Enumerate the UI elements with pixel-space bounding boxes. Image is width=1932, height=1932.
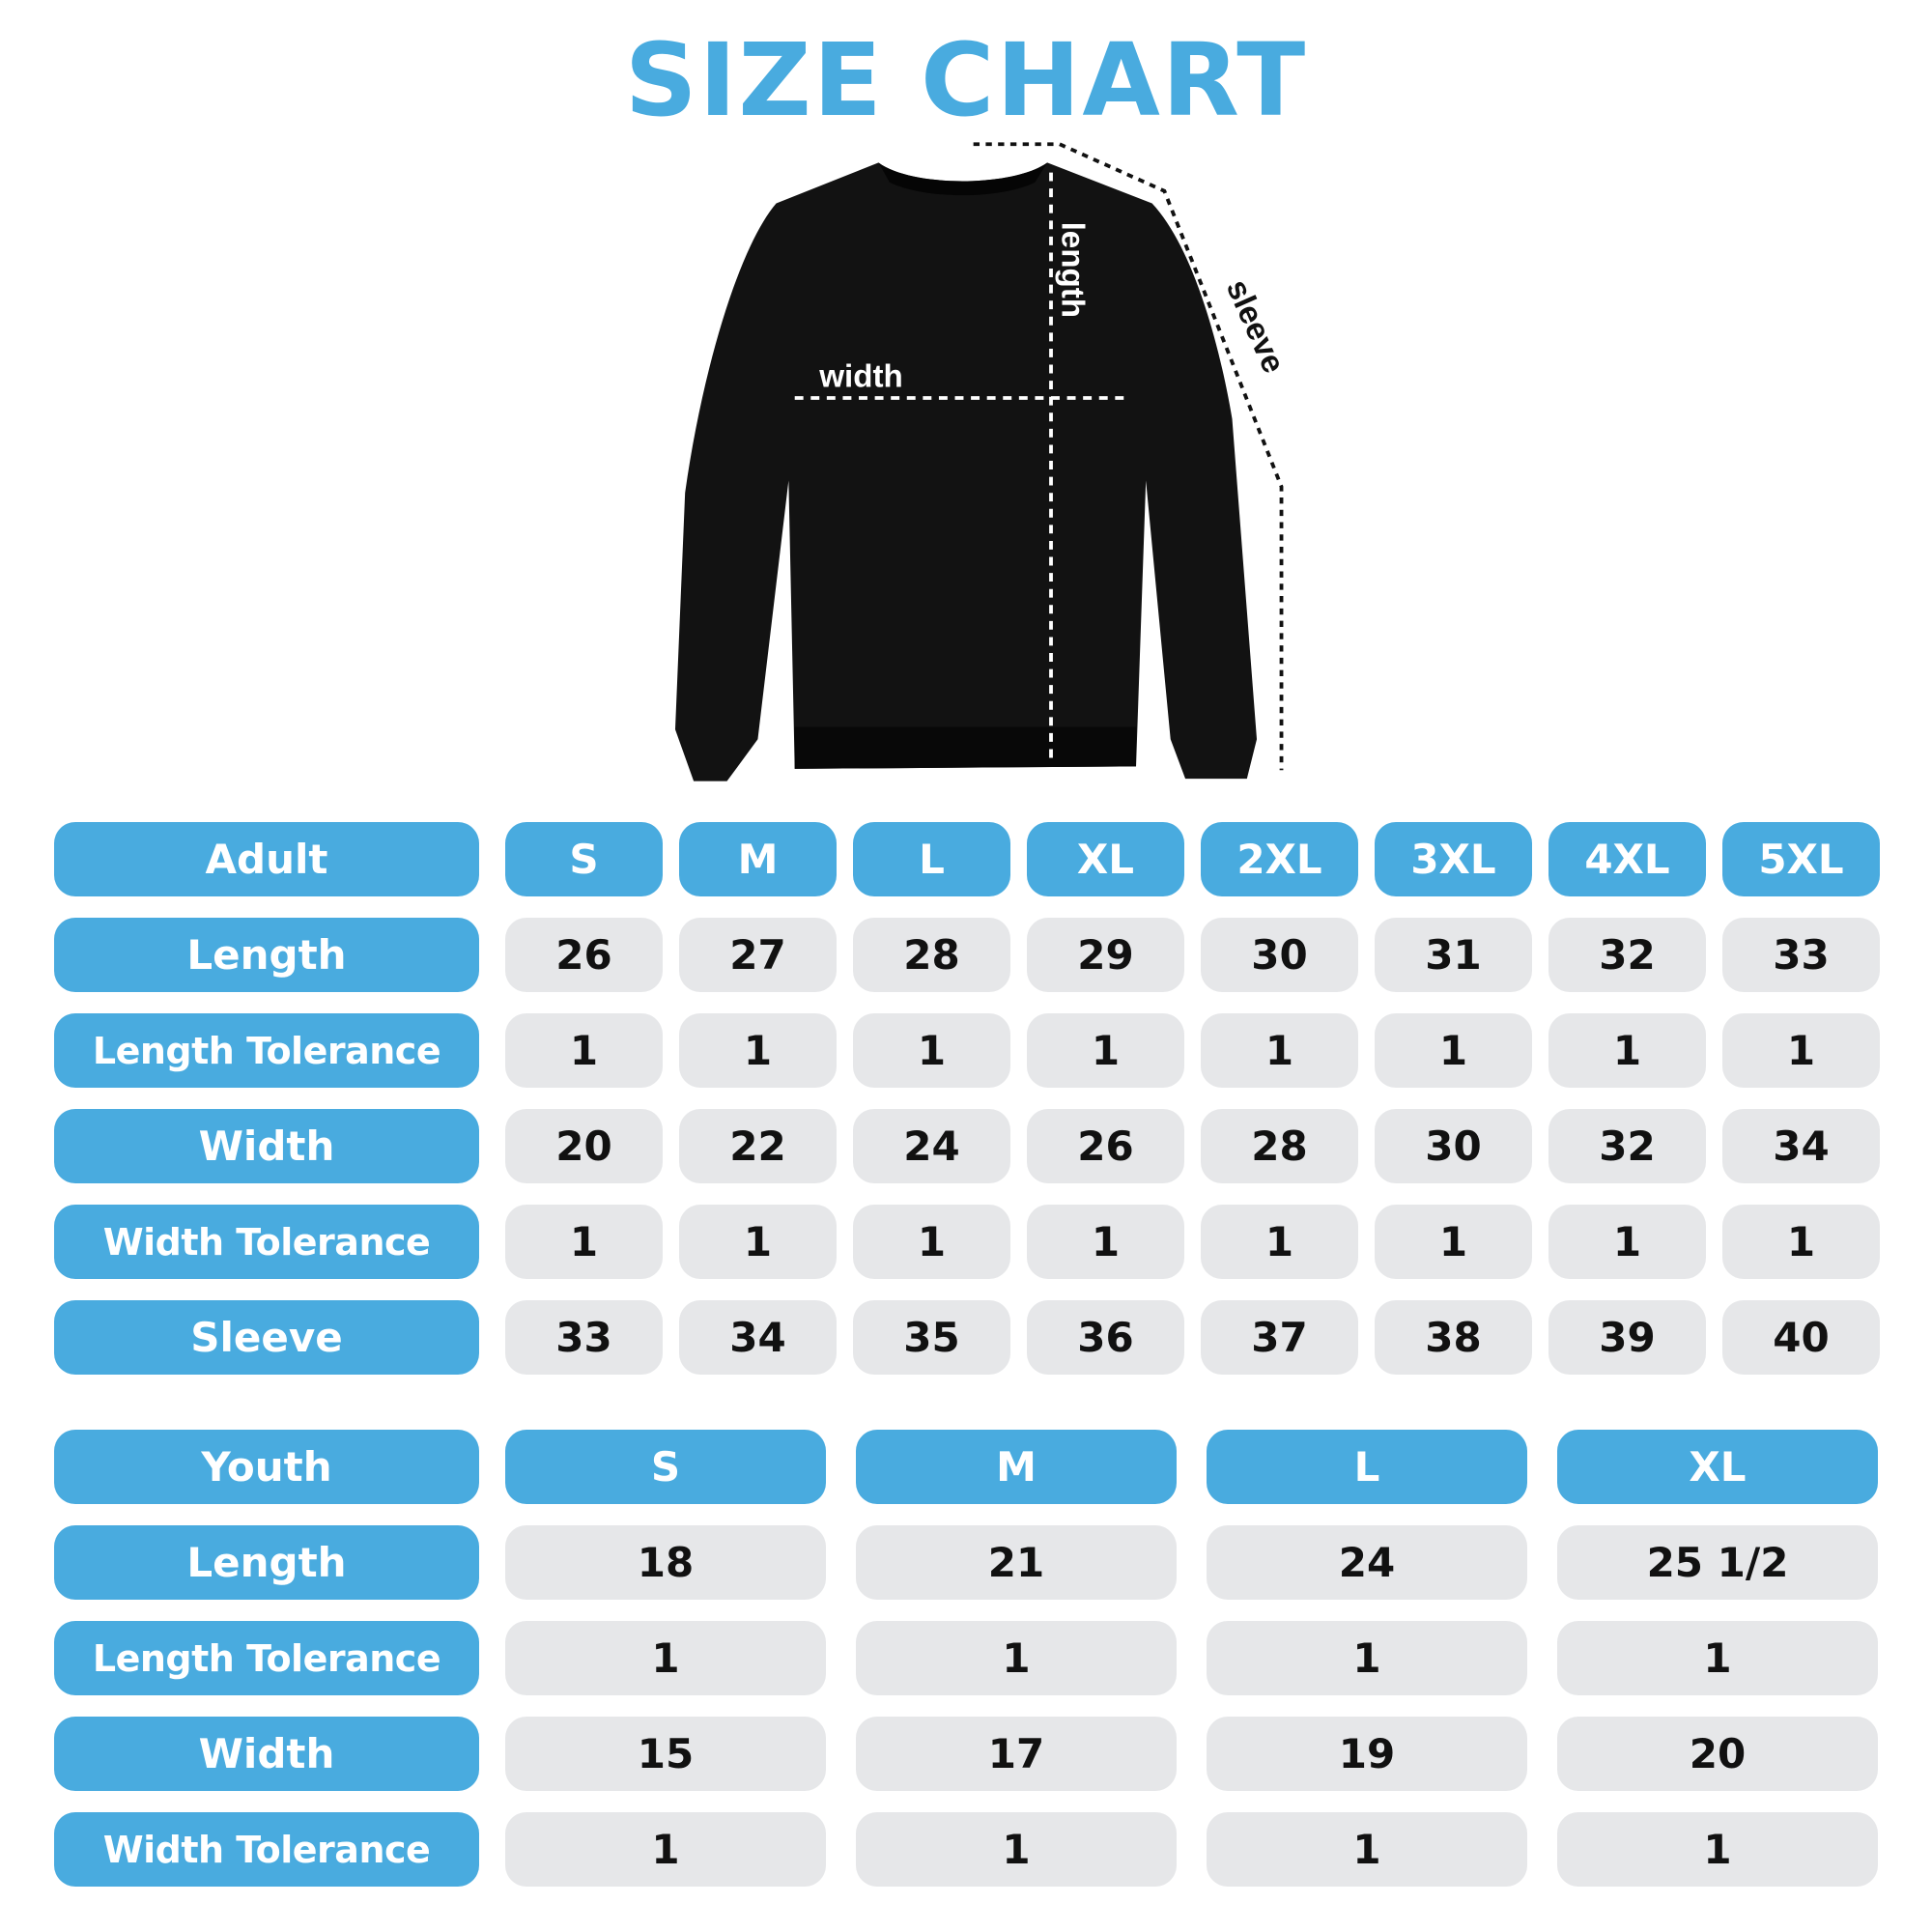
youth-value-cell: 1 <box>1557 1621 1878 1695</box>
adult-size-xl: XL <box>1027 822 1184 896</box>
youth-value-cell: 1 <box>1207 1812 1527 1887</box>
adult-value-cell: 1 <box>1548 1205 1706 1279</box>
youth-value-cell: 1 <box>1557 1812 1878 1887</box>
youth-value-cell: 1 <box>856 1812 1177 1887</box>
youth-value-cell: 19 <box>1207 1717 1527 1791</box>
adult-value-cell: 32 <box>1548 918 1706 992</box>
adult-header-label: Adult <box>54 822 479 896</box>
sweater-image <box>674 162 1258 781</box>
adult-size-l: L <box>853 822 1010 896</box>
adult-value-cell: 27 <box>679 918 837 992</box>
youth-value-cell: 21 <box>856 1525 1177 1600</box>
adult-value-cell: 37 <box>1201 1300 1358 1375</box>
adult-value-cell: 1 <box>679 1013 837 1088</box>
adult-value-cell: 24 <box>853 1109 1010 1183</box>
adult-value-cell: 1 <box>679 1205 837 1279</box>
sleeve-measure-line <box>973 142 1284 771</box>
youth-value-cell: 1 <box>505 1621 826 1695</box>
youth-value-cell: 18 <box>505 1525 826 1600</box>
adult-value-cell: 36 <box>1027 1300 1184 1375</box>
youth-header-label: Youth <box>54 1430 479 1504</box>
adult-size-4xl: 4XL <box>1548 822 1706 896</box>
youth-value-cell: 1 <box>505 1812 826 1887</box>
adult-value-cell: 39 <box>1548 1300 1706 1375</box>
sleeve-label: sleeve <box>1219 274 1292 379</box>
adult-value-cell: 1 <box>1201 1013 1358 1088</box>
adult-value-cell: 1 <box>505 1013 663 1088</box>
adult-size-2xl: 2XL <box>1201 822 1358 896</box>
adult-value-cell: 28 <box>1201 1109 1358 1183</box>
youth-size-s: S <box>505 1430 826 1504</box>
youth-value-cell: 1 <box>1207 1621 1527 1695</box>
adult-value-cell: 31 <box>1375 918 1532 992</box>
adult-row-label: Width <box>54 1109 479 1183</box>
youth-value-cell: 20 <box>1557 1717 1878 1791</box>
youth-size-xl: XL <box>1557 1430 1878 1504</box>
adult-value-cell: 30 <box>1201 918 1358 992</box>
adult-value-cell: 1 <box>1722 1205 1880 1279</box>
adult-value-cell: 34 <box>679 1300 837 1375</box>
adult-size-5xl: 5XL <box>1722 822 1880 896</box>
length-label: length <box>1054 222 1090 318</box>
adult-row-label: Sleeve <box>54 1300 479 1375</box>
youth-value-cell: 24 <box>1207 1525 1527 1600</box>
adult-value-cell: 33 <box>505 1300 663 1375</box>
youth-row-label: Length <box>54 1525 479 1600</box>
adult-value-cell: 40 <box>1722 1300 1880 1375</box>
adult-value-cell: 28 <box>853 918 1010 992</box>
adult-value-cell: 1 <box>853 1013 1010 1088</box>
youth-row-label: Length Tolerance <box>54 1621 479 1695</box>
youth-row-label: Width Tolerance <box>54 1812 479 1887</box>
adult-value-cell: 34 <box>1722 1109 1880 1183</box>
adult-value-cell: 20 <box>505 1109 663 1183</box>
adult-value-cell: 22 <box>679 1109 837 1183</box>
adult-value-cell: 32 <box>1548 1109 1706 1183</box>
width-label: width <box>818 359 903 395</box>
adult-size-3xl: 3XL <box>1375 822 1532 896</box>
adult-value-cell: 1 <box>1548 1013 1706 1088</box>
youth-value-cell: 1 <box>856 1621 1177 1695</box>
adult-value-cell: 1 <box>1027 1205 1184 1279</box>
youth-size-l: L <box>1207 1430 1527 1504</box>
adult-value-cell: 29 <box>1027 918 1184 992</box>
adult-value-cell: 38 <box>1375 1300 1532 1375</box>
sweater-hem <box>794 726 1137 769</box>
adult-value-cell: 1 <box>1722 1013 1880 1088</box>
youth-value-cell: 17 <box>856 1717 1177 1791</box>
adult-size-s: S <box>505 822 663 896</box>
sweater-collar <box>878 162 1048 196</box>
adult-value-cell: 1 <box>1201 1205 1358 1279</box>
adult-value-cell: 1 <box>1375 1205 1532 1279</box>
adult-value-cell: 30 <box>1375 1109 1532 1183</box>
adult-value-cell: 1 <box>1027 1013 1184 1088</box>
adult-value-cell: 33 <box>1722 918 1880 992</box>
adult-row-label: Length Tolerance <box>54 1013 479 1088</box>
adult-value-cell: 26 <box>1027 1109 1184 1183</box>
page-title: SIZE CHART <box>624 21 1308 139</box>
youth-value-cell: 25 1/2 <box>1557 1525 1878 1600</box>
adult-value-cell: 1 <box>505 1205 663 1279</box>
adult-size-m: M <box>679 822 837 896</box>
adult-row-label: Length <box>54 918 479 992</box>
adult-value-cell: 1 <box>853 1205 1010 1279</box>
adult-value-cell: 35 <box>853 1300 1010 1375</box>
adult-value-cell: 1 <box>1375 1013 1532 1088</box>
youth-row-label: Width <box>54 1717 479 1791</box>
adult-row-label: Width Tolerance <box>54 1205 479 1279</box>
youth-value-cell: 15 <box>505 1717 826 1791</box>
youth-size-m: M <box>856 1430 1177 1504</box>
adult-value-cell: 26 <box>505 918 663 992</box>
